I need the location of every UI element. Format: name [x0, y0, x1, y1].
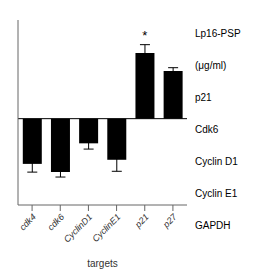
- html-text:Cyclin E1: Cyclin E1: [195, 188, 238, 199]
- html-text:Lp16-PSP: Lp16-PSP: [195, 28, 241, 39]
- html-text:(μg/ml): (μg/ml): [195, 60, 227, 71]
- svg-text:p27: p27: [160, 211, 179, 230]
- svg-text:p21: p21: [132, 212, 150, 230]
- svg-text:*: *: [142, 28, 147, 43]
- svg-text:CyclinD1: CyclinD1: [62, 212, 95, 245]
- html-text:Cyclin D1: Cyclin D1: [195, 156, 238, 167]
- svg-text:cdk6: cdk6: [46, 212, 67, 233]
- svg-text:CyclinE1: CyclinE1: [90, 212, 122, 244]
- svg-text:targets: targets: [87, 258, 118, 269]
- html-text:Cdk6: Cdk6: [195, 124, 219, 135]
- svg-text:cdk4: cdk4: [17, 212, 38, 233]
- html-text:GAPDH: GAPDH: [195, 220, 231, 231]
- html-text:p21: p21: [195, 92, 212, 103]
